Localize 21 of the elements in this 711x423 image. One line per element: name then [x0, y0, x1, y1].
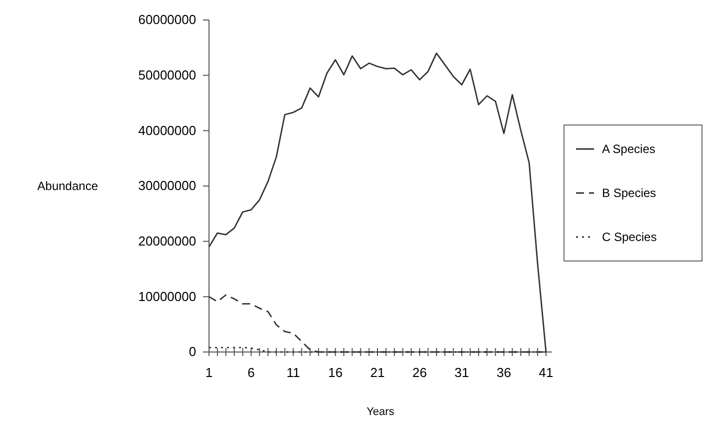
- y-tick-label: 30000000: [138, 178, 196, 194]
- x-tick-label: 11: [286, 364, 300, 380]
- x-tick-label: 26: [412, 364, 427, 380]
- y-tick-label: 60000000: [138, 12, 196, 28]
- legend-label: A Species: [602, 142, 656, 156]
- y-tick-label: 10000000: [138, 288, 196, 304]
- x-tick-label: 36: [496, 364, 512, 380]
- x-tick-label: 21: [370, 364, 385, 380]
- x-tick-label: 16: [328, 364, 343, 380]
- y-tick-label: 50000000: [138, 67, 196, 82]
- x-tick-label: 1: [205, 364, 213, 380]
- x-tick-label: 6: [248, 364, 255, 380]
- y-axis-title: Abundance: [37, 179, 98, 193]
- legend-label: C Species: [602, 230, 657, 244]
- y-tick-label: 20000000: [138, 233, 196, 248]
- x-tick-label: 31: [454, 364, 469, 380]
- x-tick-label: 41: [538, 364, 554, 380]
- y-tick-label: 0: [188, 344, 196, 360]
- x-axis-title: Years: [366, 406, 395, 418]
- legend-label: B Species: [602, 186, 656, 200]
- y-tick-label: 40000000: [138, 122, 196, 138]
